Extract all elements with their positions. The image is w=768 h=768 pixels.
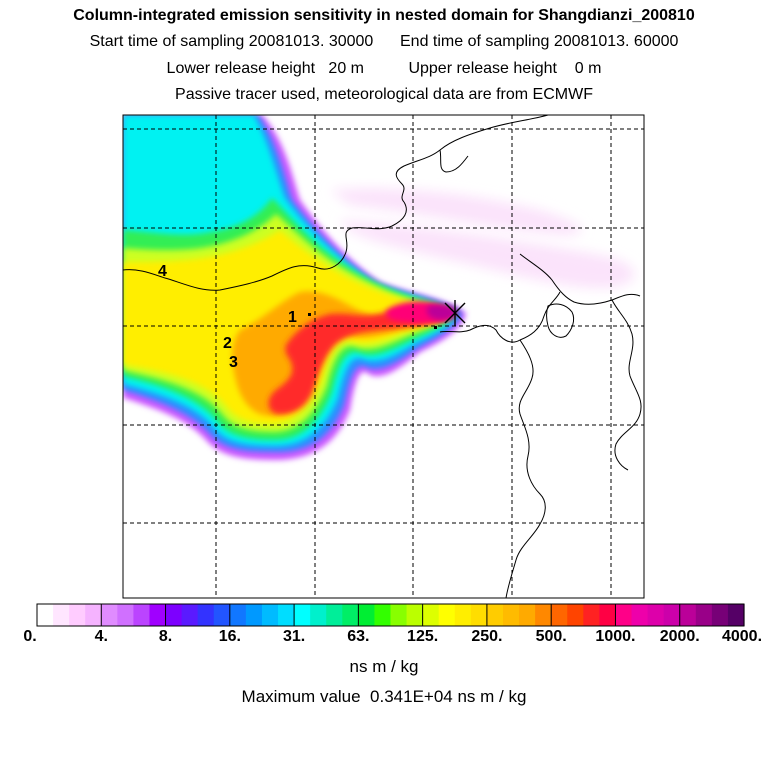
colorbar-tick-label: 63. (347, 628, 370, 645)
lat-lon-grid (123, 115, 644, 598)
max-value-label: Maximum value 0.341E+04 ns m / kg (241, 687, 527, 706)
colorbar-cell (695, 604, 713, 626)
colorbar-tick-label: 31. (282, 628, 306, 645)
site-1-dot (308, 313, 311, 316)
colorbar-cell (470, 604, 488, 626)
colorbar-cell (406, 604, 424, 626)
colorbar-cells (37, 604, 745, 626)
colorbar-cell (679, 604, 697, 626)
colorbar-cell (519, 604, 536, 626)
coastline-korea (611, 299, 642, 471)
colorbar-cell (599, 604, 617, 626)
colorbar-tick-label: 2000. (659, 628, 700, 645)
colorbar-cell (245, 604, 263, 626)
coastline-peninsula (505, 339, 546, 598)
colorbar-cell (486, 604, 504, 626)
site-label-1: 1 (288, 309, 297, 326)
colorbar-cell (261, 604, 279, 626)
coastline-east (439, 291, 561, 343)
colorbar-tick-label: 16. (218, 628, 241, 645)
colorbar-cell (149, 604, 167, 626)
chart-title: Column-integrated emission sensitivity i… (73, 7, 695, 24)
coastline-borders (123, 115, 642, 598)
colorbar-tick-label: 500. (535, 628, 567, 645)
colorbar-tick-label: 250. (471, 628, 503, 645)
colorbar-cell (422, 604, 440, 626)
sensitivity-map: 1 2 3 4 (122, 114, 645, 599)
colorbar-tick-label: 125. (407, 628, 439, 645)
colorbar-cell (117, 604, 135, 626)
province-border (123, 201, 407, 291)
colorbar (36, 603, 745, 627)
colorbar-cell (454, 604, 472, 626)
colorbar-cell (502, 604, 520, 626)
receptor-marker (444, 300, 466, 326)
sampling-time-line: Start time of sampling 20081013. 30000 E… (89, 33, 679, 50)
site-label-4: 4 (158, 263, 167, 280)
colorbar-cell (551, 604, 568, 626)
colorbar-cell (310, 604, 327, 626)
colorbar-cell (294, 604, 311, 626)
coastline-bohai (439, 149, 641, 305)
island-outline (546, 303, 575, 338)
colorbar-cell (342, 604, 359, 626)
colorbar-cell (567, 604, 584, 626)
colorbar-cell (278, 604, 295, 626)
colorbar-cell (101, 604, 118, 626)
colorbar-tick-label: 4. (94, 628, 108, 645)
colorbar-cell (165, 604, 183, 626)
colorbar-cell (438, 604, 456, 626)
colorbar-cell (615, 604, 633, 626)
colorbar-cell (37, 604, 54, 626)
colorbar-cell (229, 604, 247, 626)
colorbar-tick-label: 8. (158, 628, 173, 645)
colorbar-cell (197, 604, 215, 626)
colorbar-cell (631, 604, 649, 626)
colorbar-cell (213, 604, 231, 626)
faint-plume-streak (330, 188, 582, 235)
colorbar-cell (647, 604, 665, 626)
colorbar-cell (374, 604, 392, 626)
site-label-2: 2 (223, 335, 232, 352)
colorbar-tick-label: 1000. (595, 628, 636, 645)
met-data-line: Passive tracer used, meteorological data… (175, 86, 593, 103)
release-height-line: Lower release height 20 m Upper release … (166, 60, 602, 77)
site-label-3: 3 (229, 354, 238, 371)
faint-plume-streak-lower (340, 220, 635, 289)
colorbar-frame (36, 603, 745, 627)
plume-field (123, 115, 635, 460)
colorbar-cell (69, 604, 86, 626)
colorbar-cell (53, 604, 70, 626)
colorbar-cell (133, 604, 151, 626)
coastline-north (395, 115, 549, 203)
colorbar-dividers (100, 604, 681, 626)
receptor-dot (434, 326, 437, 329)
colorbar-cell (663, 604, 681, 626)
colorbar-cell (326, 604, 343, 626)
map-frame (122, 114, 645, 599)
colorbar-units: ns m / kg (349, 657, 419, 676)
plume-red-region (268, 306, 449, 415)
colorbar-cell (390, 604, 408, 626)
colorbar-cell (358, 604, 376, 626)
colorbar-cell (583, 604, 600, 626)
colorbar-cell (727, 604, 745, 626)
colorbar-cell (85, 604, 102, 626)
colorbar-cell (535, 604, 552, 626)
colorbar-cell (711, 604, 729, 626)
colorbar-tick-label: 0. (23, 628, 37, 645)
colorbar-cell (181, 604, 199, 626)
colorbar-tick-label: 4000. (721, 628, 763, 645)
